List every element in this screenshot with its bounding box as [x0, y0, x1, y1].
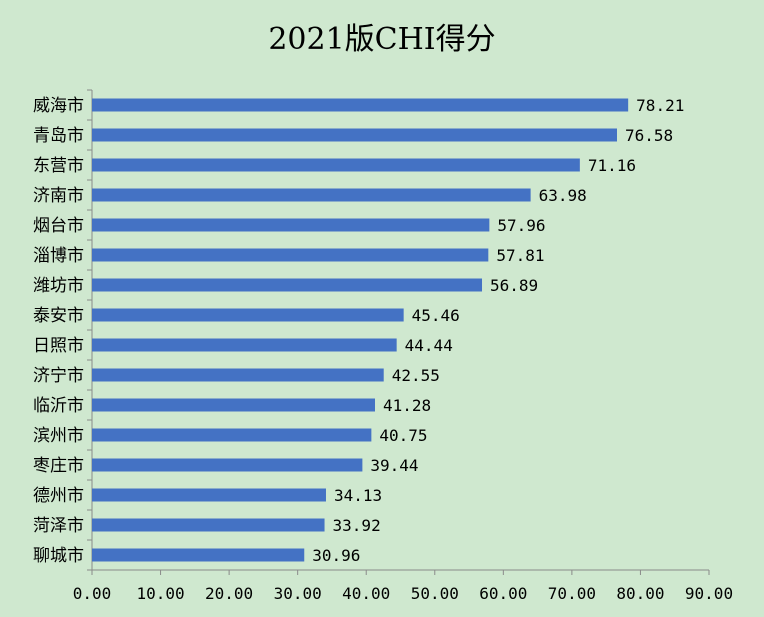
bar: [92, 398, 375, 412]
data-label: 45.46: [412, 306, 460, 325]
bar: [92, 248, 489, 262]
category-label: 济南市: [33, 186, 84, 206]
bar: [92, 308, 404, 322]
data-label: 76.58: [625, 126, 673, 145]
category-label: 滨州市: [33, 426, 84, 446]
x-tick-label: 10.00: [136, 584, 184, 603]
x-tick-label: 20.00: [205, 584, 253, 603]
chart-title: 2021版CHI得分: [268, 22, 496, 57]
data-label: 41.28: [383, 396, 431, 415]
bar: [92, 278, 483, 292]
category-label: 威海市: [33, 96, 84, 116]
x-tick-label: 40.00: [342, 584, 390, 603]
data-label: 39.44: [370, 456, 418, 475]
x-tick-label: 80.00: [616, 584, 664, 603]
category-label: 东营市: [33, 156, 84, 176]
category-label: 德州市: [33, 486, 84, 506]
category-label: 菏泽市: [33, 516, 84, 536]
category-label: 聊城市: [33, 546, 84, 566]
x-tick-label: 70.00: [548, 584, 596, 603]
x-tick-label: 30.00: [274, 584, 322, 603]
data-label: 42.55: [392, 366, 440, 385]
category-label: 潍坊市: [33, 276, 84, 296]
bar: [92, 428, 372, 442]
bar: [92, 488, 326, 502]
category-label: 临沂市: [33, 396, 84, 416]
data-label: 30.96: [312, 546, 360, 565]
data-label: 44.44: [405, 336, 453, 355]
bar: [92, 218, 490, 232]
x-tick-label: 60.00: [479, 584, 527, 603]
category-label: 枣庄市: [33, 456, 84, 476]
data-label: 40.75: [379, 426, 427, 445]
category-label: 济宁市: [33, 366, 84, 386]
data-label: 57.96: [497, 216, 545, 235]
category-label: 淄博市: [33, 246, 84, 266]
data-label: 56.89: [490, 276, 538, 295]
data-label: 71.16: [588, 156, 636, 175]
bar: [92, 188, 531, 202]
bar: [92, 548, 305, 562]
bar: [92, 368, 384, 382]
bar: [92, 338, 397, 352]
data-label: 57.81: [496, 246, 544, 265]
data-label: 34.13: [334, 486, 382, 505]
data-label: 33.92: [333, 516, 381, 535]
data-label: 63.98: [539, 186, 587, 205]
bar: [92, 128, 617, 142]
x-tick-label: 90.00: [685, 584, 733, 603]
data-label: 78.21: [636, 96, 684, 115]
x-tick-label: 50.00: [411, 584, 459, 603]
category-label: 日照市: [33, 336, 84, 356]
bar: [92, 458, 363, 472]
x-tick-label: 0.00: [73, 584, 112, 603]
category-label: 青岛市: [33, 126, 84, 146]
bar: [92, 518, 325, 532]
bar: [92, 158, 580, 172]
bar: [92, 98, 629, 112]
category-label: 泰安市: [33, 306, 84, 326]
category-label: 烟台市: [33, 216, 84, 236]
